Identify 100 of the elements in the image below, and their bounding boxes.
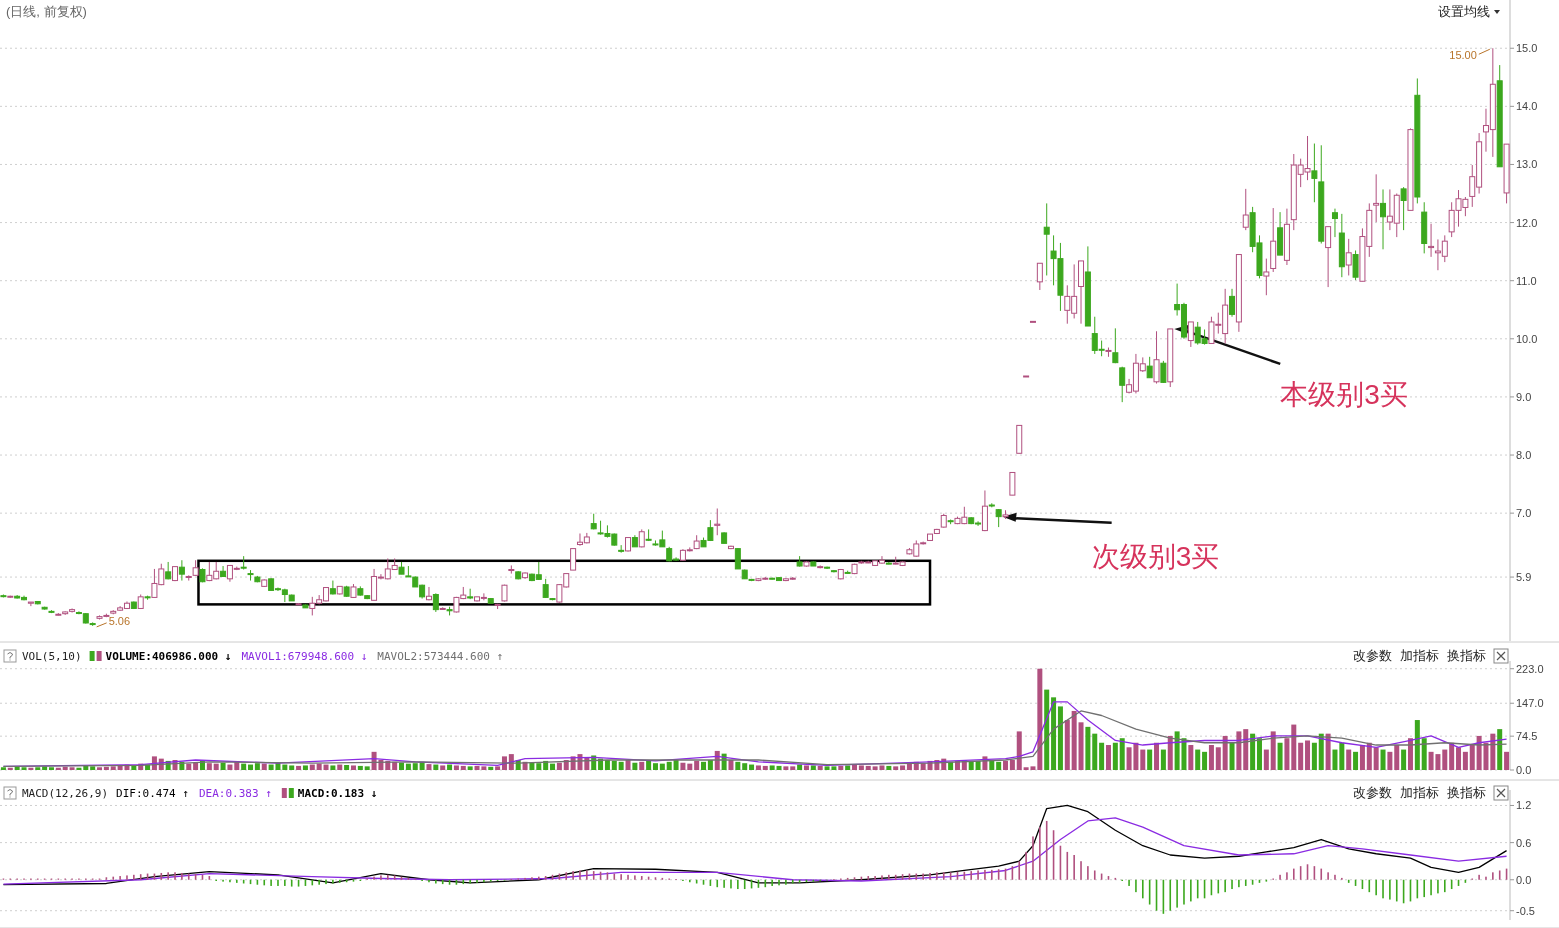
bar [852, 764, 858, 770]
bar [1469, 745, 1475, 770]
y-tick-label: -0.5 [1516, 904, 1535, 917]
bar [323, 764, 329, 770]
candlestick [1153, 330, 1160, 385]
bar [886, 765, 892, 770]
bar [1373, 747, 1379, 770]
bar [282, 764, 288, 770]
y-tick-label: 15.0 [1516, 42, 1538, 55]
bar [261, 763, 267, 770]
bar [1222, 735, 1228, 770]
candlestick [1325, 226, 1332, 288]
bar [735, 761, 741, 770]
bar [790, 766, 796, 770]
bar [687, 763, 693, 770]
y-tick-label: 0.0 [1516, 873, 1532, 886]
bar [1188, 745, 1194, 770]
bar [639, 761, 645, 770]
text: DIF:0.474 ↑ [116, 787, 189, 800]
annotation: 改参数 [1353, 785, 1392, 800]
candlestick [1428, 223, 1435, 258]
candlestick [1263, 258, 1270, 296]
y-tick-label: 7.0 [1516, 507, 1532, 520]
bar [1236, 731, 1242, 770]
text: MAVOL2:573444.600 ↑ [377, 650, 504, 663]
bar [755, 765, 761, 770]
bar [1202, 751, 1208, 770]
annotation: 设置均线 [1438, 4, 1490, 19]
bar [48, 767, 54, 770]
bar [186, 763, 192, 770]
bar [1298, 742, 1304, 770]
bar [1449, 742, 1455, 770]
bar [1037, 668, 1043, 770]
bar [762, 765, 768, 770]
bar [618, 761, 624, 770]
bar [1112, 742, 1118, 770]
bar [1318, 733, 1324, 770]
annotation: 5.06 [108, 614, 131, 627]
bar [426, 764, 432, 770]
bar [1414, 720, 1420, 770]
candlestick [178, 559, 185, 582]
bar [1243, 729, 1249, 770]
bar [776, 765, 782, 770]
bar [989, 760, 995, 770]
bar [330, 765, 336, 770]
bar [1490, 733, 1496, 770]
bar [1003, 760, 1009, 770]
bar [858, 765, 864, 770]
bar [556, 762, 562, 770]
bar [906, 763, 912, 770]
bar [536, 763, 542, 770]
legend-label: VOLUME:406986.000 ↓ [105, 650, 232, 663]
bar [90, 766, 96, 770]
bar [1387, 751, 1393, 770]
bar [680, 762, 686, 770]
bar [495, 766, 501, 770]
bar [1044, 689, 1050, 770]
bar [1071, 710, 1077, 770]
annotation: 15.00 [1449, 49, 1477, 62]
bar [1215, 747, 1221, 770]
bar [838, 765, 844, 770]
bar [1366, 742, 1372, 770]
bar [1229, 742, 1235, 770]
line-series [2, 817, 1508, 885]
bar [625, 760, 631, 770]
bar [1208, 745, 1214, 770]
bar [1195, 749, 1201, 770]
bar [797, 764, 803, 770]
candlestick [1352, 249, 1359, 281]
y-tick-label: 10.0 [1516, 332, 1538, 345]
bar [7, 767, 13, 770]
bar [1421, 738, 1427, 770]
bar [350, 765, 356, 770]
bar [1305, 740, 1311, 770]
candlestick [425, 586, 432, 601]
bar [447, 764, 453, 770]
y-tick-label: 11.0 [1516, 274, 1537, 287]
bar [193, 762, 199, 770]
candlestick [1345, 238, 1352, 276]
bar [14, 766, 20, 770]
annotation: 本级别3买 [1280, 378, 1408, 410]
bar [1504, 751, 1510, 770]
bar [1339, 742, 1345, 770]
candlestick [240, 555, 247, 571]
candlestick [1146, 356, 1153, 379]
bar [1099, 742, 1105, 770]
y-tick-label: 0.6 [1516, 836, 1532, 849]
bar [227, 764, 233, 770]
bar [103, 766, 109, 770]
bar [659, 763, 665, 770]
bar [440, 765, 446, 770]
bar [1332, 749, 1338, 770]
bar [646, 760, 652, 770]
bar [1085, 726, 1091, 770]
bar [21, 767, 27, 770]
candlestick [1311, 143, 1318, 203]
chart-subtitle: (日线, 前复权) [6, 4, 87, 19]
bar [632, 762, 638, 770]
bar [1311, 742, 1317, 770]
bar [1442, 749, 1448, 770]
